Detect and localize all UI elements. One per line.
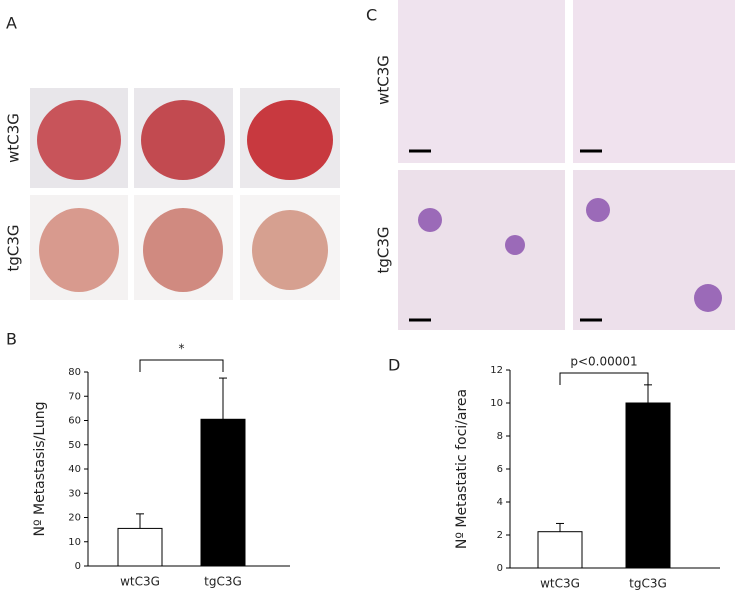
panel-label: B <box>6 330 17 349</box>
bar <box>117 527 163 567</box>
y-axis-label: Nº Metastatic foci/area <box>454 389 470 549</box>
y-tick-label: 2 <box>497 530 503 541</box>
y-tick-label: 10 <box>68 537 81 548</box>
y-tick-label: 40 <box>68 464 81 475</box>
y-tick-label: 50 <box>68 440 81 451</box>
bar <box>625 402 671 569</box>
bar <box>537 531 583 569</box>
y-tick-label: 70 <box>68 391 81 402</box>
y-tick-label: 30 <box>68 488 81 499</box>
x-tick-label: wtC3G <box>540 577 580 591</box>
y-tick-label: 12 <box>490 365 503 376</box>
y-tick-label: 80 <box>68 367 81 378</box>
x-tick-label: wtC3G <box>120 575 160 589</box>
y-tick-label: 0 <box>497 563 503 574</box>
y-axis-label: Nº Metastasis/Lung <box>32 401 48 536</box>
row-label: wtC3G <box>5 113 23 163</box>
y-tick-label: 20 <box>68 513 81 524</box>
y-tick-label: 10 <box>490 398 503 409</box>
significance-bracket <box>559 372 649 385</box>
y-tick-label: 60 <box>68 416 81 427</box>
x-tick-label: tgC3G <box>629 577 667 591</box>
y-tick-label: 0 <box>75 561 81 572</box>
y-tick-label: 8 <box>497 431 503 442</box>
significance-label: p<0.00001 <box>570 355 637 369</box>
significance-label: * <box>179 342 185 356</box>
row-label: tgC3G <box>5 224 23 271</box>
x-tick-label: tgC3G <box>204 575 242 589</box>
panel-label: D <box>388 356 400 375</box>
row-label: tgC3G <box>375 226 393 273</box>
y-tick-label: 4 <box>497 497 503 508</box>
row-label: wtC3G <box>375 55 393 105</box>
significance-bracket <box>139 359 224 372</box>
lung-photos <box>30 88 340 300</box>
y-tick-label: 6 <box>497 464 503 475</box>
bar <box>200 418 246 567</box>
panel-label: C <box>366 6 377 25</box>
histology-images <box>398 0 735 330</box>
panel-label: A <box>6 14 17 33</box>
